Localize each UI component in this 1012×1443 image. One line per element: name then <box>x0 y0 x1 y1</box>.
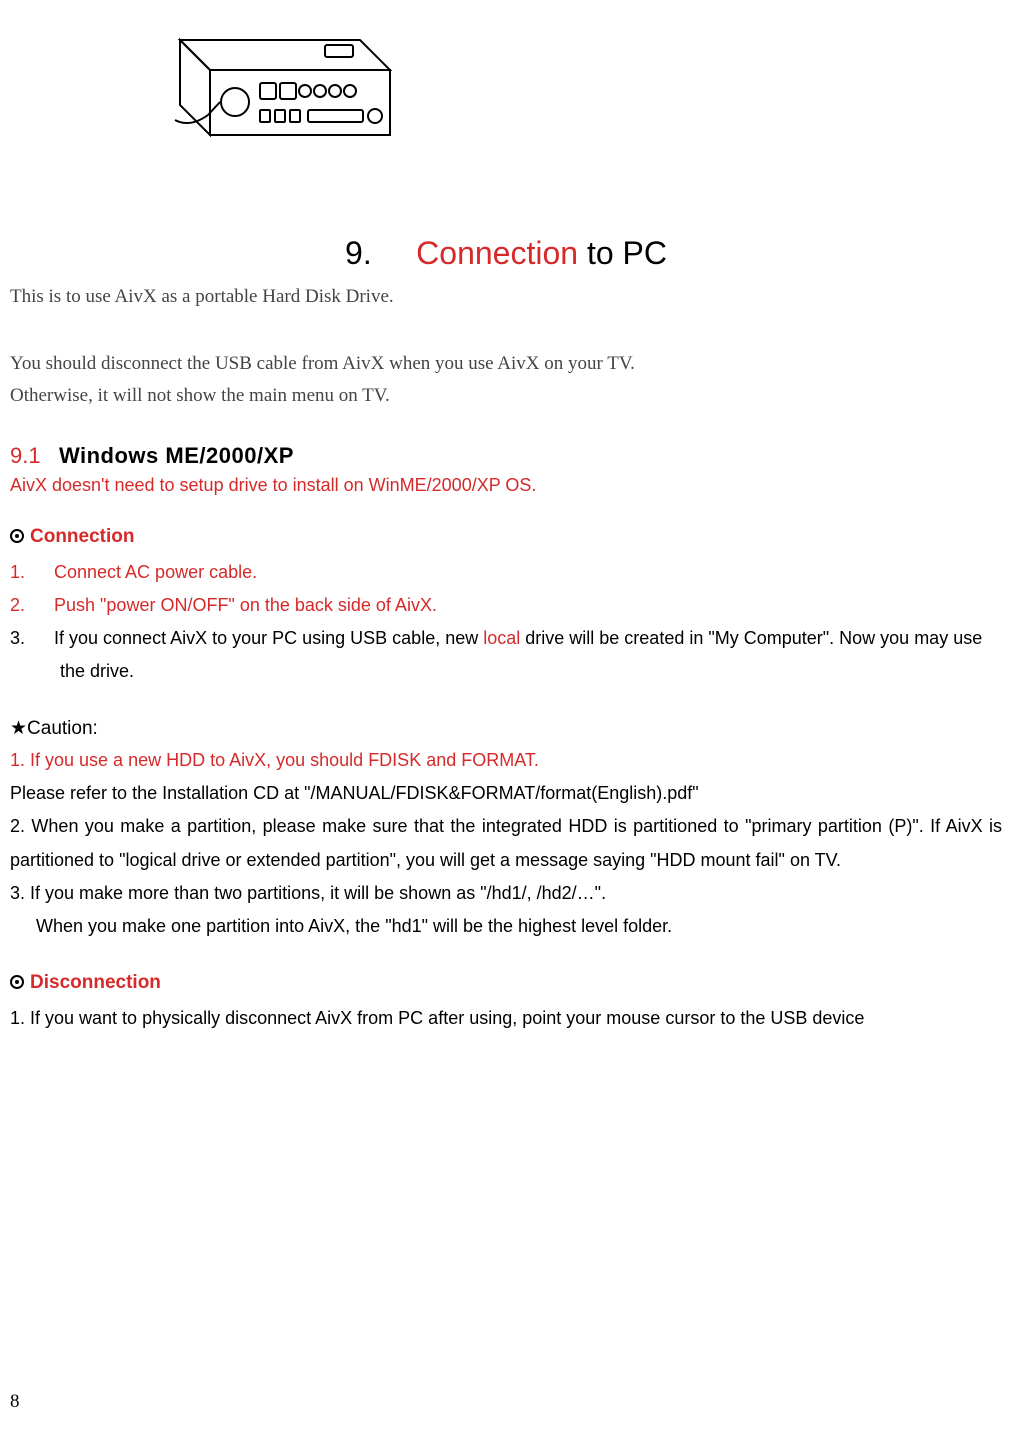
caution-ref: Please refer to the Installation CD at "… <box>10 777 1002 810</box>
connection-item-2: 2.Push "power ON/OFF" on the back side o… <box>10 589 1002 622</box>
intro-warning: You should disconnect the USB cable from… <box>10 348 1002 413</box>
device-illustration <box>130 20 1002 175</box>
item-number: 1. <box>10 556 54 589</box>
connection-heading: Connection <box>10 526 1002 548</box>
item3-red: local <box>483 628 520 648</box>
item-number: 2. <box>10 589 54 622</box>
page-number: 8 <box>10 1391 20 1413</box>
caution-title: ★Caution: <box>10 717 1002 740</box>
item3-pre: If you connect AivX to your PC using USB… <box>54 628 483 648</box>
section-number: 9. <box>345 235 372 271</box>
bullet-icon <box>10 975 24 989</box>
subsection-note: AivX doesn't need to setup drive to inst… <box>10 475 1002 496</box>
spacer <box>10 944 1002 972</box>
section-title-red: Connection <box>416 235 578 271</box>
item-text: Connect AC power cable. <box>54 562 257 582</box>
section-title-rest: to PC <box>578 235 667 271</box>
subsection-number: 9.1 <box>10 443 41 468</box>
item-text: Push "power ON/OFF" on the back side of … <box>54 595 437 615</box>
device-svg <box>130 20 410 170</box>
bullet-icon <box>10 529 24 543</box>
subsection-title: Windows ME/2000/XP <box>59 443 294 468</box>
caution-line-3: 3. If you make more than two partitions,… <box>10 877 1002 910</box>
connection-item-1: 1.Connect AC power cable. <box>10 556 1002 589</box>
section-title: 9. Connection to PC <box>10 235 1002 272</box>
disconnection-heading-text: Disconnection <box>30 972 161 993</box>
intro-warn-line2: Otherwise, it will not show the main men… <box>10 380 1002 412</box>
subsection-heading: 9.1 Windows ME/2000/XP <box>10 443 1002 469</box>
item-number: 3. <box>10 622 54 655</box>
connection-heading-text: Connection <box>30 526 135 547</box>
caution-line-2: 2. When you make a partition, please mak… <box>10 810 1002 877</box>
connection-item-3: 3.If you connect AivX to your PC using U… <box>10 622 1002 689</box>
intro-warn-line1: You should disconnect the USB cable from… <box>10 348 1002 380</box>
disconnection-heading: Disconnection <box>10 972 1002 994</box>
caution-line-3b: When you make one partition into AivX, t… <box>10 910 1002 943</box>
disconnection-line-1: 1. If you want to physically disconnect … <box>10 1002 1002 1035</box>
caution-line-1: 1. If you use a new HDD to AivX, you sho… <box>10 744 1002 777</box>
intro-text: This is to use AivX as a portable Hard D… <box>10 286 1002 308</box>
